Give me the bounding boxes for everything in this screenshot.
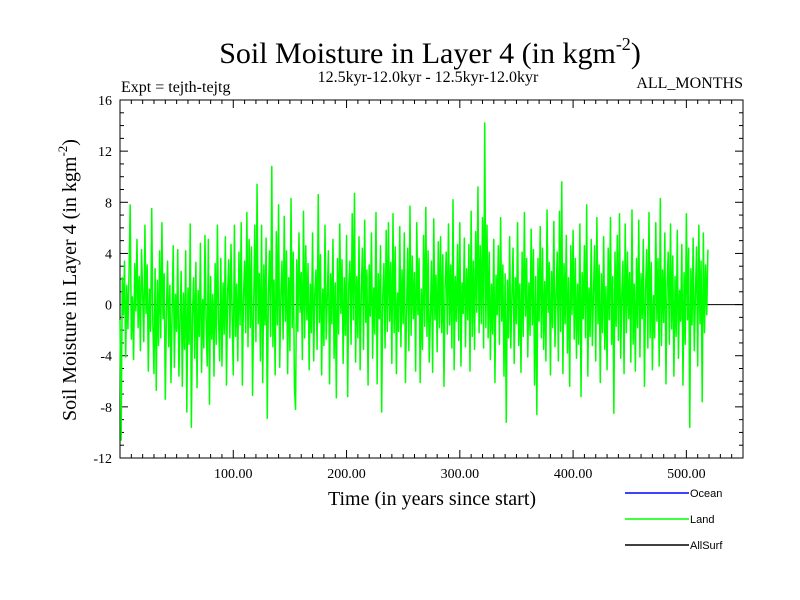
y-axis-label-superscript: -2 bbox=[55, 146, 70, 157]
chart-title-end: ) bbox=[631, 37, 641, 70]
legend-label-land: Land bbox=[690, 514, 714, 526]
x-axis-label: Time (in years since start) bbox=[328, 488, 536, 510]
y-tick-label: 4 bbox=[105, 247, 112, 262]
y-axis-label-end: ) bbox=[59, 139, 81, 146]
x-tick-label: 200.00 bbox=[327, 467, 366, 482]
x-axis: 100.00 200.00 300.00 400.00 500.00 bbox=[130, 100, 733, 482]
legend: Ocean Land AllSurf bbox=[625, 488, 723, 552]
legend-label-allsurf: AllSurf bbox=[690, 540, 723, 552]
x-tick-label: 400.00 bbox=[554, 467, 593, 482]
period-label: 12.5kyr-12.0kyr - 12.5kyr-12.0kyr bbox=[318, 69, 539, 86]
legend-label-ocean: Ocean bbox=[690, 488, 722, 500]
y-tick-label: 8 bbox=[105, 196, 112, 211]
y-tick-label: -12 bbox=[93, 452, 112, 467]
y-tick-label: -4 bbox=[100, 350, 112, 365]
y-tick-label: 12 bbox=[98, 145, 112, 160]
chart-title-superscript: -2 bbox=[616, 34, 631, 54]
y-tick-label: -8 bbox=[100, 401, 112, 416]
y-axis-label: Soil Moisture in Layer 4 (in kgm-2) bbox=[55, 139, 81, 421]
x-tick-label: 300.00 bbox=[441, 467, 480, 482]
series-line-land bbox=[119, 122, 709, 441]
y-tick-label: 16 bbox=[98, 94, 112, 109]
experiment-label: Expt = tejth-tejtg bbox=[121, 79, 230, 96]
chart-title: Soil Moisture in Layer 4 (in kgm-2) bbox=[219, 34, 641, 70]
x-tick-label: 100.00 bbox=[214, 467, 253, 482]
y-tick-label: 0 bbox=[105, 299, 112, 314]
months-label: ALL_MONTHS bbox=[636, 75, 743, 92]
x-tick-label: 500.00 bbox=[667, 467, 706, 482]
